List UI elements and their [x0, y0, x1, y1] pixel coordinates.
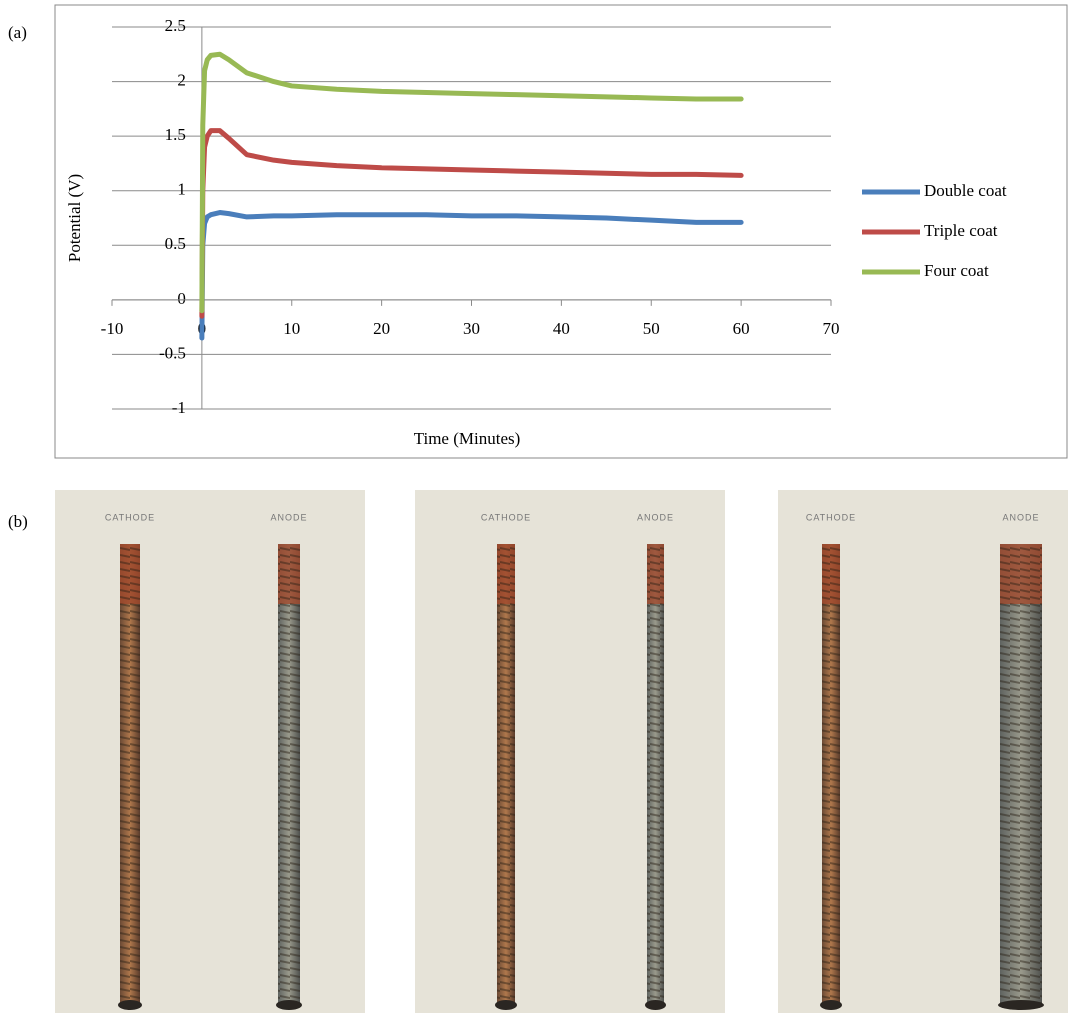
rod-end: [118, 1000, 142, 1010]
y-axis-title: Potential (V): [65, 174, 84, 262]
rod-ribs: [1000, 544, 1042, 1005]
rod-ribs: [278, 544, 300, 1005]
x-tick-label: 40: [553, 319, 570, 338]
page: (a) (b) Time (Minutes) Potential (V) -1 -…: [0, 0, 1071, 1021]
y-tick-label: 2: [177, 70, 186, 89]
photo-label: ANODE: [1002, 512, 1039, 522]
x-axis-title: Time (Minutes): [414, 429, 521, 448]
legend-label: Double coat: [924, 181, 1007, 200]
figure: (a) (b) Time (Minutes) Potential (V) -1 -…: [0, 0, 1071, 1021]
photo: [415, 490, 725, 1013]
legend-label: Four coat: [924, 261, 989, 280]
y-tick-label: -1: [172, 398, 186, 417]
rod-ribs: [822, 544, 840, 1005]
rod-end: [998, 1000, 1044, 1010]
photo-label: CATHODE: [806, 512, 856, 522]
panel-label: (b): [8, 512, 28, 531]
rod-end: [495, 1000, 517, 1010]
x-tick-label: 50: [643, 319, 660, 338]
y-tick-label: 0: [177, 289, 186, 308]
x-tick-label: 10: [283, 319, 300, 338]
panel-label: (a): [8, 23, 27, 42]
rod-ribs: [497, 544, 515, 1005]
rod-ribs: [647, 544, 664, 1005]
photo-label: CATHODE: [481, 512, 531, 522]
x-tick-label: -10: [101, 319, 124, 338]
rod-ribs: [120, 544, 140, 1005]
y-tick-label: 0.5: [165, 234, 186, 253]
photo: [55, 490, 365, 1013]
x-tick-label: 20: [373, 319, 390, 338]
x-tick-label: 30: [463, 319, 480, 338]
photo-label: CATHODE: [105, 512, 155, 522]
y-tick-label: 1.5: [165, 125, 186, 144]
x-tick-label: 70: [823, 319, 840, 338]
legend-label: Triple coat: [924, 221, 998, 240]
photo-label: ANODE: [637, 512, 674, 522]
y-tick-label: 2.5: [165, 16, 186, 35]
y-tick-label: 1: [177, 180, 186, 199]
rod-end: [276, 1000, 302, 1010]
rod-end: [820, 1000, 842, 1010]
x-tick-label: 60: [733, 319, 750, 338]
photo-label: ANODE: [270, 512, 307, 522]
y-tick-label: -0.5: [159, 343, 186, 362]
rod-end: [645, 1000, 666, 1010]
